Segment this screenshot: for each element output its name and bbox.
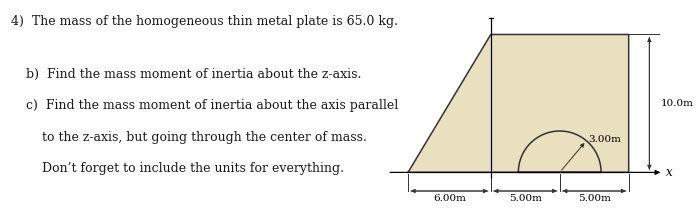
Text: Don’t forget to include the units for everything.: Don’t forget to include the units for ev… bbox=[42, 162, 344, 176]
Text: b)  Find the mass moment of inertia about the z-axis.: b) Find the mass moment of inertia about… bbox=[26, 68, 361, 81]
Text: 6.00m: 6.00m bbox=[433, 195, 466, 203]
Text: 5.00m: 5.00m bbox=[578, 195, 611, 203]
Polygon shape bbox=[408, 34, 629, 172]
Text: 4)  The mass of the homogeneous thin metal plate is 65.0 kg.: 4) The mass of the homogeneous thin meta… bbox=[11, 15, 398, 28]
Text: 3.00m: 3.00m bbox=[588, 135, 621, 144]
Text: c)  Find the mass moment of inertia about the axis parallel: c) Find the mass moment of inertia about… bbox=[26, 99, 398, 112]
Text: x: x bbox=[666, 166, 673, 179]
Text: 5.00m: 5.00m bbox=[509, 195, 542, 203]
Text: to the z-axis, but going through the center of mass.: to the z-axis, but going through the cen… bbox=[42, 131, 367, 144]
Text: 10.0m: 10.0m bbox=[660, 99, 693, 108]
